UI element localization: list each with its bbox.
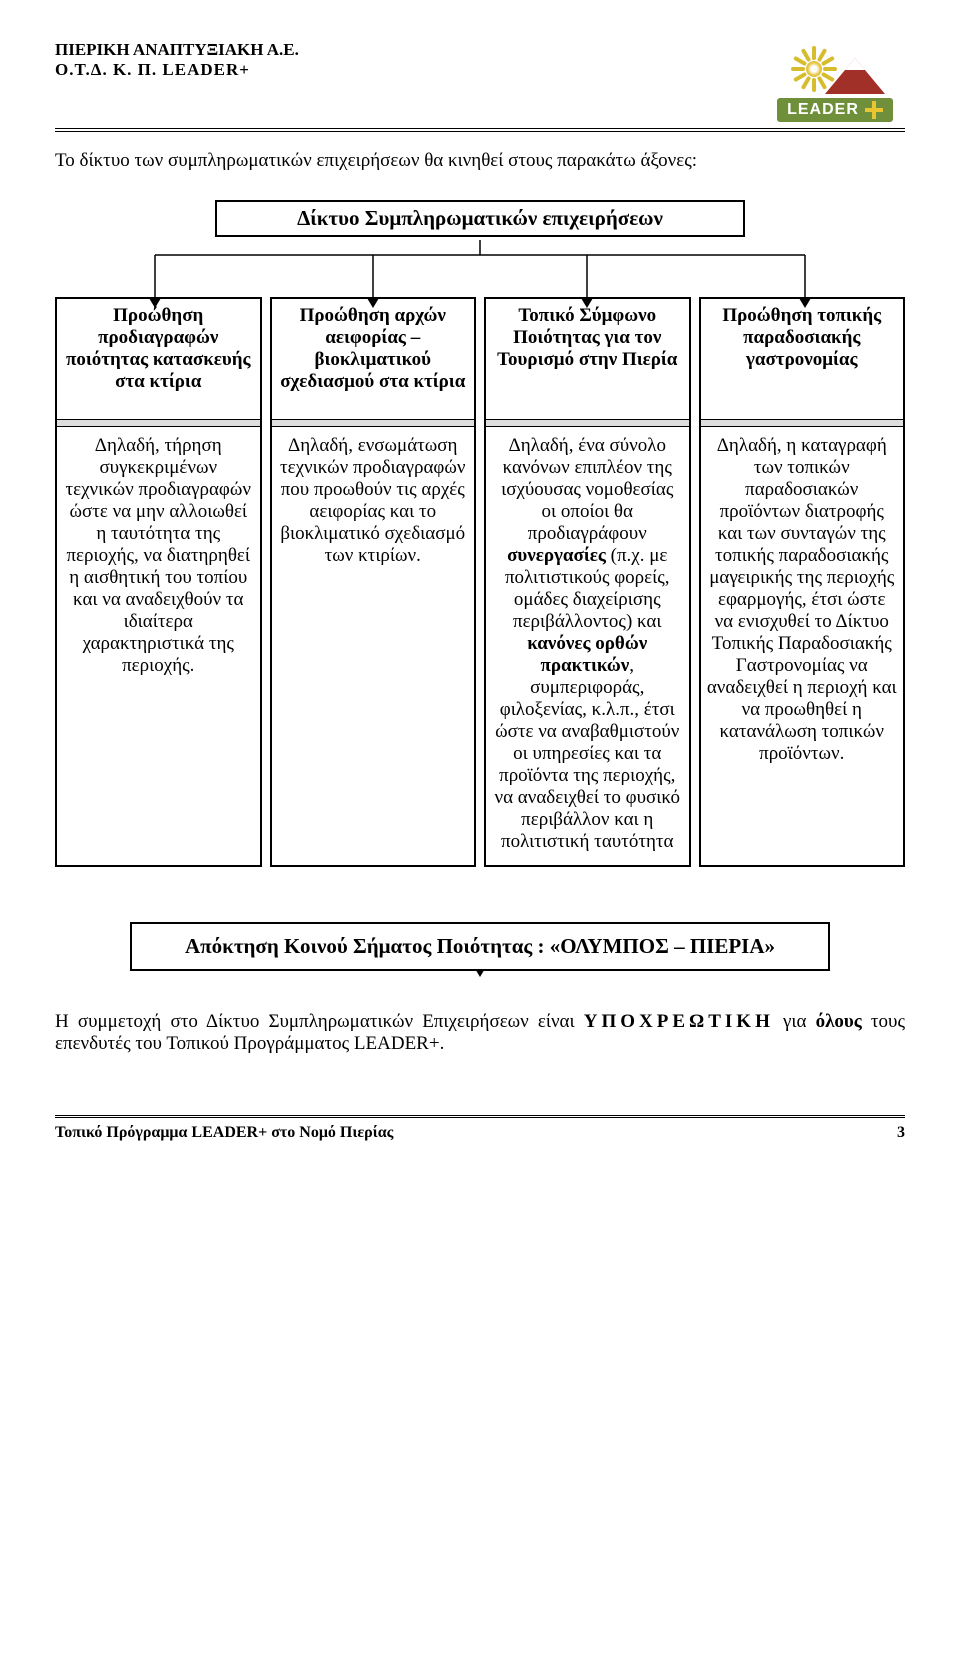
column-title: Προώθηση αρχών αειφορίας – βιοκλιματικού… — [272, 299, 475, 419]
diagram-column: Προώθηση αρχών αειφορίας – βιοκλιματικού… — [270, 297, 477, 867]
diagram-column: Τοπικό Σύμφωνο Ποιότητας για τον Τουρισμ… — [484, 297, 691, 867]
column-title: Προώθηση τοπικής παραδοσιακής γαστρονομί… — [701, 299, 904, 419]
header-rule — [55, 128, 905, 132]
org-name: ΠΙΕΡΙΚΗ ΑΝΑΠΤΥΞΙΑΚΗ Α.Ε. Ο.Τ.Δ. Κ. Π. LE… — [55, 40, 299, 80]
badge-text: LEADER — [787, 101, 859, 119]
leader-badge: LEADER — [777, 98, 893, 122]
column-body: Δηλαδή, ένα σύνολο κανόνων επιπλέον της … — [486, 427, 689, 865]
column-title: Τοπικό Σύμφωνο Ποιότητας για τον Τουρισμ… — [486, 299, 689, 419]
footer-rule — [55, 1115, 905, 1118]
diagram-column: Προώθηση προδιαγραφών ποιότητας κατασκευ… — [55, 297, 262, 867]
intro-text: Το δίκτυο των συμπληρωματικών επιχειρήσε… — [55, 150, 905, 172]
column-body: Δηλαδή, ενσωμάτωση τεχνικών προδιαγραφών… — [272, 427, 475, 865]
diagram-column: Προώθηση τοπικής παραδοσιακής γαστρονομί… — [699, 297, 906, 867]
page-number: 3 — [897, 1124, 905, 1142]
plus-icon — [865, 101, 883, 119]
logo-art — [785, 40, 885, 100]
logo: LEADER — [765, 40, 905, 122]
diagram-top-box: Δίκτυο Συμπληρωματικών επιχειρήσεων — [215, 200, 745, 237]
column-body: Δηλαδή, τήρηση συγκεκριμένων τεχνικών πρ… — [57, 427, 260, 865]
org-line-1: ΠΙΕΡΙΚΗ ΑΝΑΠΤΥΞΙΑΚΗ Α.Ε. — [55, 40, 299, 60]
footer-left: Τοπικό Πρόγραμμα LEADER+ στο Νομό Πιερία… — [55, 1124, 393, 1142]
column-separator — [57, 419, 260, 427]
page: ΠΙΕΡΙΚΗ ΑΝΑΠΤΥΞΙΑΚΗ Α.Ε. Ο.Τ.Δ. Κ. Π. LE… — [0, 0, 960, 1162]
column-separator — [272, 419, 475, 427]
columns: Προώθηση προδιαγραφών ποιότητας κατασκευ… — [55, 297, 905, 867]
org-line-2: Ο.Τ.Δ. Κ. Π. LEADER+ — [55, 60, 299, 80]
closing-text: Η συμμετοχή στο Δίκτυο Συμπληρωματικών Ε… — [55, 1011, 905, 1055]
column-separator — [701, 419, 904, 427]
column-title: Προώθηση προδιαγραφών ποιότητας κατασκευ… — [57, 299, 260, 419]
page-footer: Τοπικό Πρόγραμμα LEADER+ στο Νομό Πιερία… — [55, 1124, 905, 1142]
page-header: ΠΙΕΡΙΚΗ ΑΝΑΠΤΥΞΙΑΚΗ Α.Ε. Ο.Τ.Δ. Κ. Π. LE… — [55, 40, 905, 122]
mountain-icon — [825, 58, 885, 94]
diagram: Δίκτυο Συμπληρωματικών επιχειρήσεων Προώ… — [55, 200, 905, 971]
column-separator — [486, 419, 689, 427]
column-body: Δηλαδή, η καταγραφή των τοπικών παραδοσι… — [701, 427, 904, 865]
diagram-bottom-box: Απόκτηση Κοινού Σήματος Ποιότητας : «ΟΛΥ… — [130, 922, 830, 971]
